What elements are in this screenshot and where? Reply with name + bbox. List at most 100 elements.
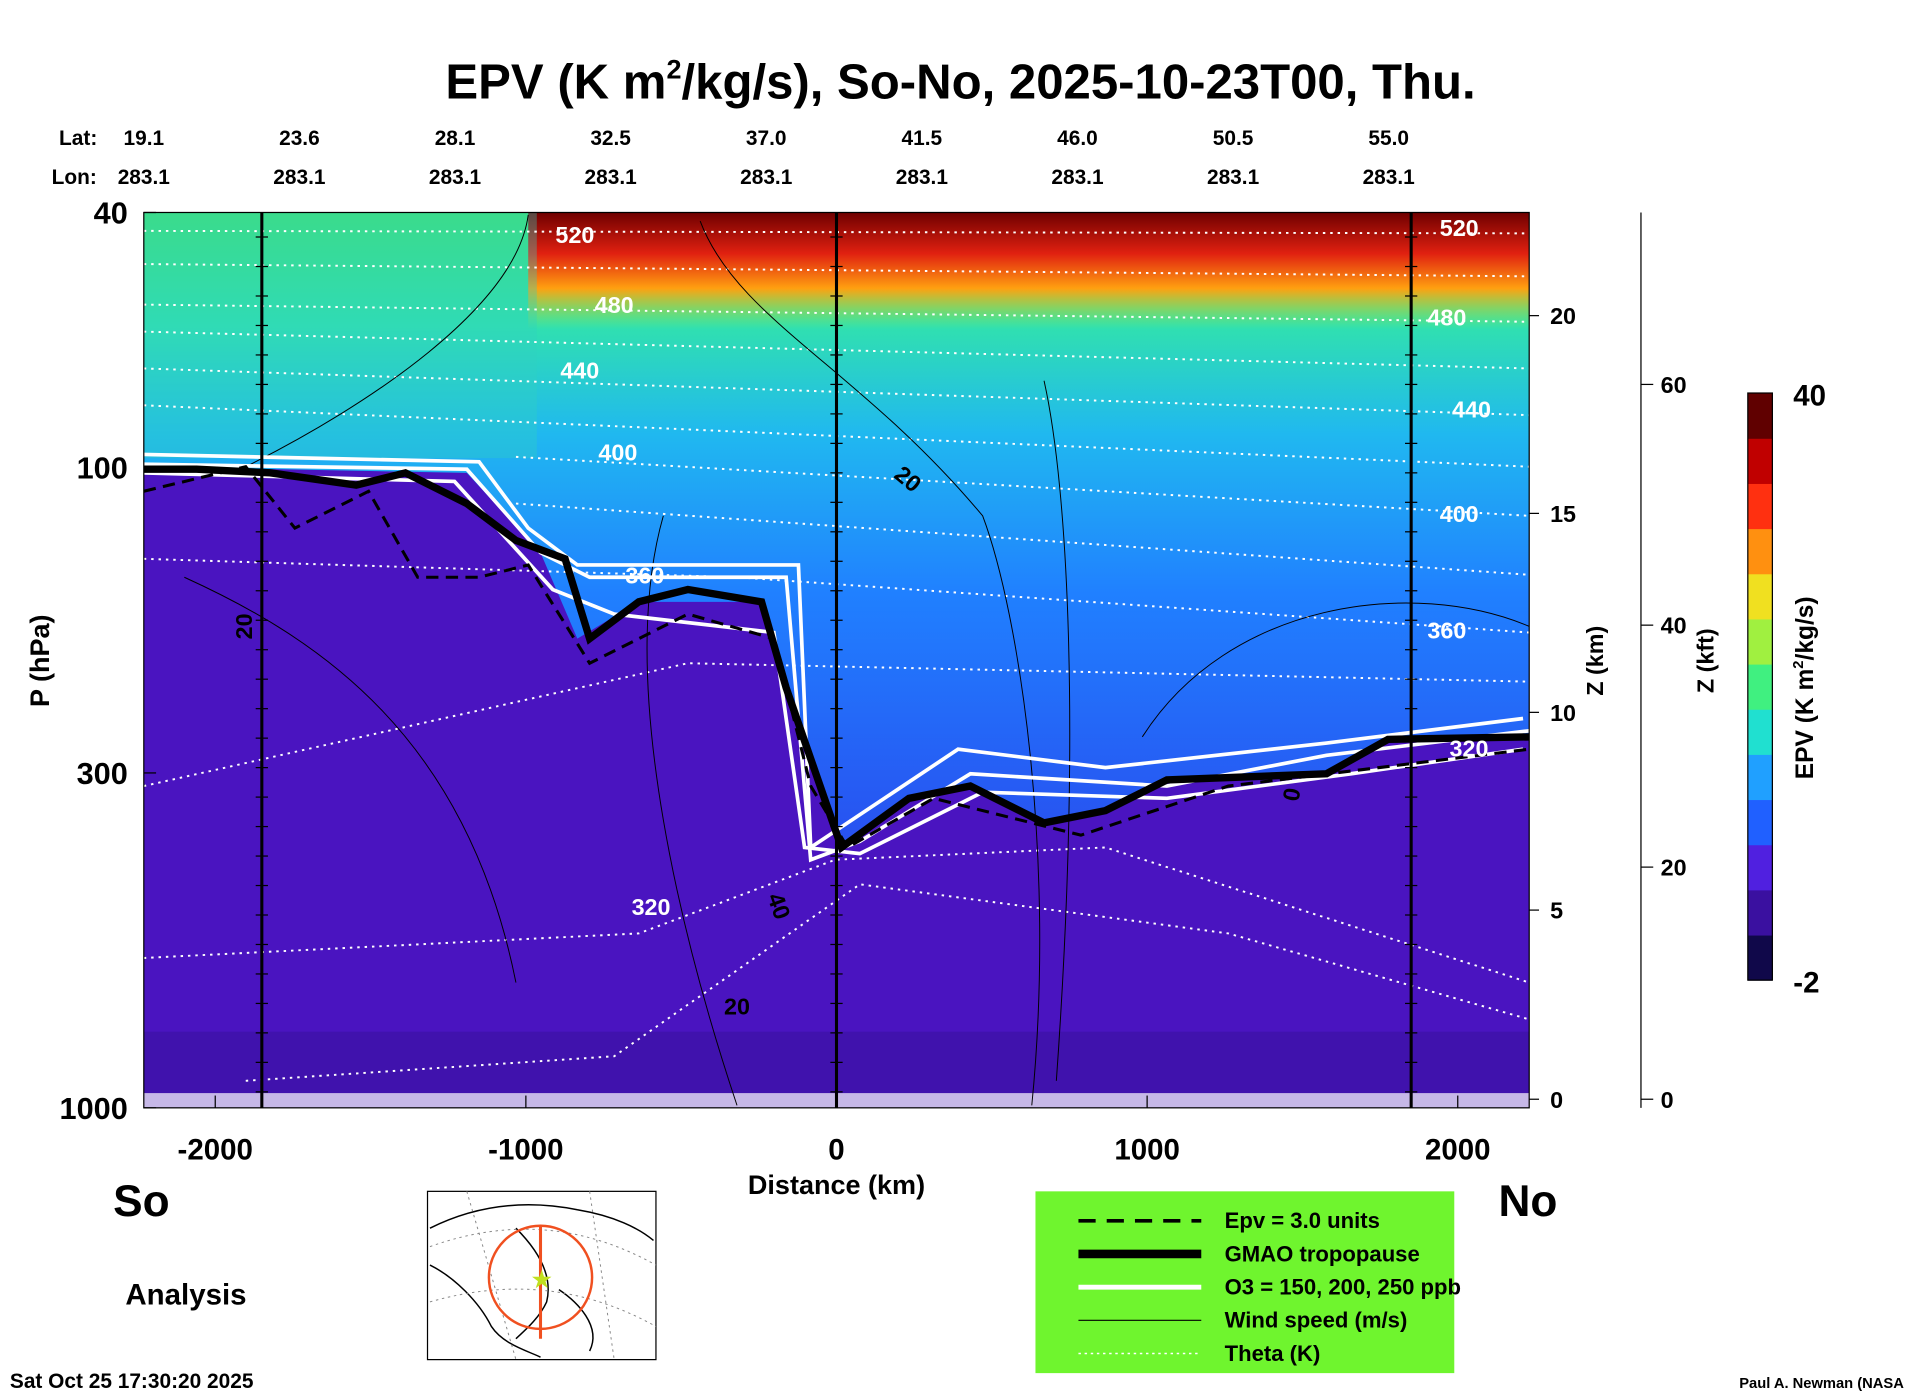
wind-contours bbox=[184, 214, 1530, 1106]
x-tick-label: 0 bbox=[828, 1133, 844, 1166]
z-kft-tick-label: 60 bbox=[1661, 372, 1687, 398]
z-kft-tick-label: 40 bbox=[1661, 613, 1687, 639]
lon-value: 283.1 bbox=[585, 166, 638, 189]
theta-label: 360 bbox=[1427, 618, 1466, 644]
lon-value: 283.1 bbox=[1207, 166, 1260, 189]
theta-label: 400 bbox=[1440, 501, 1479, 527]
colorbar-segment bbox=[1747, 709, 1773, 755]
z-km-tick-label: 15 bbox=[1550, 501, 1576, 527]
x-tick-label: -2000 bbox=[178, 1133, 253, 1166]
lat-value: 50.5 bbox=[1213, 127, 1254, 150]
legend: Epv = 3.0 units GMAO tropopause O3 = 150… bbox=[1035, 1191, 1461, 1374]
y-tick-label: 1000 bbox=[60, 1091, 128, 1126]
north-label: No bbox=[1498, 1177, 1557, 1226]
theta-labels: 520 480 440 400 360 320 520 480 440 400 360 320 bbox=[555, 215, 1491, 920]
analysis-label: Analysis bbox=[125, 1278, 246, 1311]
wind-speed-label: 20 bbox=[724, 993, 750, 1019]
colorbar-segment bbox=[1747, 438, 1773, 484]
lon-value: 283.1 bbox=[1363, 166, 1416, 189]
colorbar-frame bbox=[1747, 392, 1773, 981]
colorbar-tick-label: -2 bbox=[1793, 966, 1819, 999]
lat-value: 46.0 bbox=[1057, 127, 1098, 150]
y-axis-label: P (hPa) bbox=[25, 614, 55, 707]
theta-label: 480 bbox=[1427, 304, 1466, 330]
theta-label: 360 bbox=[625, 562, 664, 588]
x-tick-label: 1000 bbox=[1114, 1133, 1180, 1166]
lon-label: Lon: bbox=[52, 166, 97, 189]
theta-label: 520 bbox=[1440, 215, 1479, 241]
theta-label: 440 bbox=[560, 357, 599, 383]
colorbar-segment bbox=[1747, 799, 1773, 846]
colorbar-segment bbox=[1747, 393, 1773, 439]
lon-value: 283.1 bbox=[740, 166, 793, 189]
z-km-tick-label: 0 bbox=[1550, 1087, 1563, 1113]
lon-value: 283.1 bbox=[118, 166, 171, 189]
upper-strat-high-epv bbox=[528, 212, 1530, 330]
gmao-tropopause-line bbox=[143, 465, 1530, 854]
lat-value: 37.0 bbox=[746, 127, 787, 150]
legend-entry-wind: Wind speed (m/s) bbox=[1225, 1308, 1408, 1333]
lat-value: 55.0 bbox=[1368, 127, 1409, 150]
legend-entry-tropopause: GMAO tropopause bbox=[1225, 1241, 1420, 1266]
theta-label: 440 bbox=[1452, 397, 1491, 423]
theta-label: 480 bbox=[595, 292, 634, 318]
z-km-tick-label: 10 bbox=[1550, 700, 1576, 726]
reference-vertical-lines bbox=[255, 212, 1418, 1108]
x-tick-label: 2000 bbox=[1425, 1133, 1491, 1166]
lat-value: 19.1 bbox=[123, 127, 164, 150]
lat-value: 41.5 bbox=[902, 127, 943, 150]
location-map-inset: ★ bbox=[426, 1190, 657, 1361]
y-tick-label: 40 bbox=[94, 196, 128, 231]
legend-entry-epv: Epv = 3.0 units bbox=[1225, 1208, 1380, 1233]
lon-value: 283.1 bbox=[896, 166, 949, 189]
z-kft-axis-label: Z (kft) bbox=[1692, 628, 1718, 693]
lat-label: Lat: bbox=[59, 127, 97, 150]
colorbar-segment bbox=[1747, 483, 1773, 530]
left-upper-strat bbox=[143, 212, 537, 459]
lat-lon-row: 19.1 283.1 23.6 283.1 28.1 283.1 32.5 283.1 37.0… bbox=[118, 127, 1415, 189]
lat-value: 28.1 bbox=[435, 127, 476, 150]
y-tick-label: 100 bbox=[77, 450, 128, 485]
z-kft-tick-label: 0 bbox=[1661, 1087, 1674, 1113]
colorbar-segment bbox=[1747, 528, 1773, 575]
colorbar-segment bbox=[1747, 934, 1773, 981]
lat-value: 23.6 bbox=[279, 127, 320, 150]
theta-label: 520 bbox=[555, 222, 594, 248]
colorbar-segment bbox=[1747, 663, 1773, 710]
x-tick-label: -1000 bbox=[488, 1133, 563, 1166]
z-km-axis-label: Z (km) bbox=[1582, 626, 1608, 696]
colorbar-segment bbox=[1747, 889, 1773, 936]
colorbar-segment bbox=[1747, 573, 1773, 620]
lon-value: 283.1 bbox=[429, 166, 482, 189]
z-kft-tick-label: 20 bbox=[1661, 855, 1687, 881]
legend-box bbox=[1035, 1191, 1455, 1374]
y-tick-label: 300 bbox=[77, 756, 128, 791]
south-label: So bbox=[113, 1177, 169, 1226]
theta-label: 400 bbox=[598, 440, 637, 466]
timestamp: Sat Oct 25 17:30:20 2025 bbox=[10, 1370, 254, 1393]
z-km-tick-label: 5 bbox=[1550, 898, 1563, 924]
x-axis-label: Distance (km) bbox=[748, 1170, 925, 1200]
colorbar-label: EPV (K m2/kg/s) bbox=[1791, 596, 1819, 779]
svg-text:★: ★ bbox=[532, 1267, 552, 1292]
epv-3-dashed-line bbox=[143, 464, 1530, 850]
z-km-tick-label: 20 bbox=[1550, 303, 1576, 329]
colorbar-segment bbox=[1747, 754, 1773, 801]
lon-value: 283.1 bbox=[273, 166, 326, 189]
theta-label: 320 bbox=[1450, 736, 1489, 762]
legend-entry-theta: Theta (K) bbox=[1225, 1341, 1321, 1366]
colorbar-segment bbox=[1747, 618, 1773, 665]
wind-speed-label: 0 bbox=[1278, 786, 1306, 803]
theta-label: 320 bbox=[632, 894, 671, 920]
credit: Paul A. Newman (NASA bbox=[1739, 1376, 1904, 1392]
colorbar: 40 -2 bbox=[1747, 379, 1826, 999]
plot-area: 520 480 440 400 360 320 520 480 440 400 360 320 20 2… bbox=[143, 212, 1530, 1108]
lat-value: 32.5 bbox=[590, 127, 631, 150]
chart-title: EPV (K m2/kg/s), So-No, 2025-10-23T00, T… bbox=[445, 55, 1475, 110]
colorbar-segment bbox=[1747, 844, 1773, 891]
legend-entry-ozone: O3 = 150, 200, 250 ppb bbox=[1225, 1275, 1461, 1300]
wind-speed-label: 20 bbox=[231, 613, 257, 639]
colorbar-tick-label: 40 bbox=[1793, 379, 1826, 412]
